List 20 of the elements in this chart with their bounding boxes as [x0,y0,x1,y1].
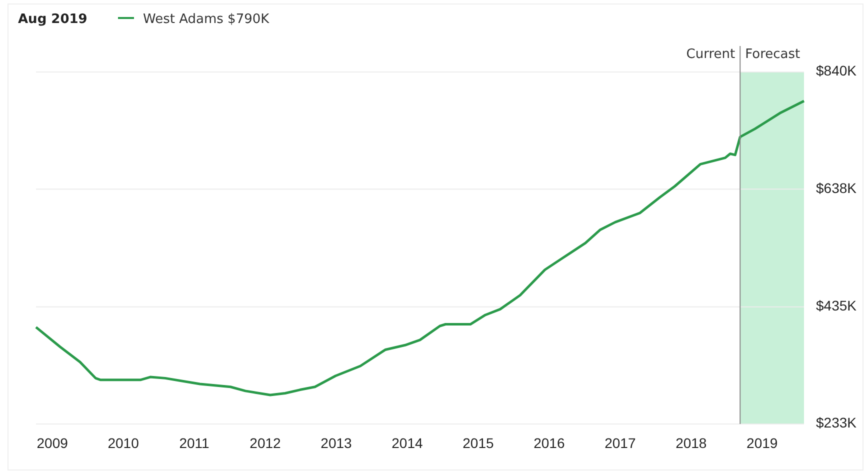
x-tick-label: 2009 [36,434,68,451]
ref-line-label: Current [686,47,736,62]
y-tick-label: $435K [816,298,858,314]
line-series [34,100,806,396]
x-tick-label: 2012 [250,434,282,451]
chart-title: Aug 2019 [18,12,88,27]
legend-label: West Adams $790K [143,12,270,27]
x-tick-label: 2013 [320,434,352,451]
x-tick-label: 2014 [392,434,424,451]
band-label: Forecast [745,47,800,62]
y-tick-label: $840K [816,62,858,79]
x-tick-label: 2010 [108,434,140,451]
x-tick-label: 2016 [534,434,565,451]
y-tick-label: $233K [816,414,858,431]
x-tick-label: 2018 [676,434,707,451]
x-tick-label: 2017 [604,434,636,451]
x-tick-label: 2011 [179,434,210,451]
y-tick-label: $638K [816,180,858,196]
x-tick-label: 2019 [746,434,778,451]
x-tick-label: 2015 [462,434,494,451]
